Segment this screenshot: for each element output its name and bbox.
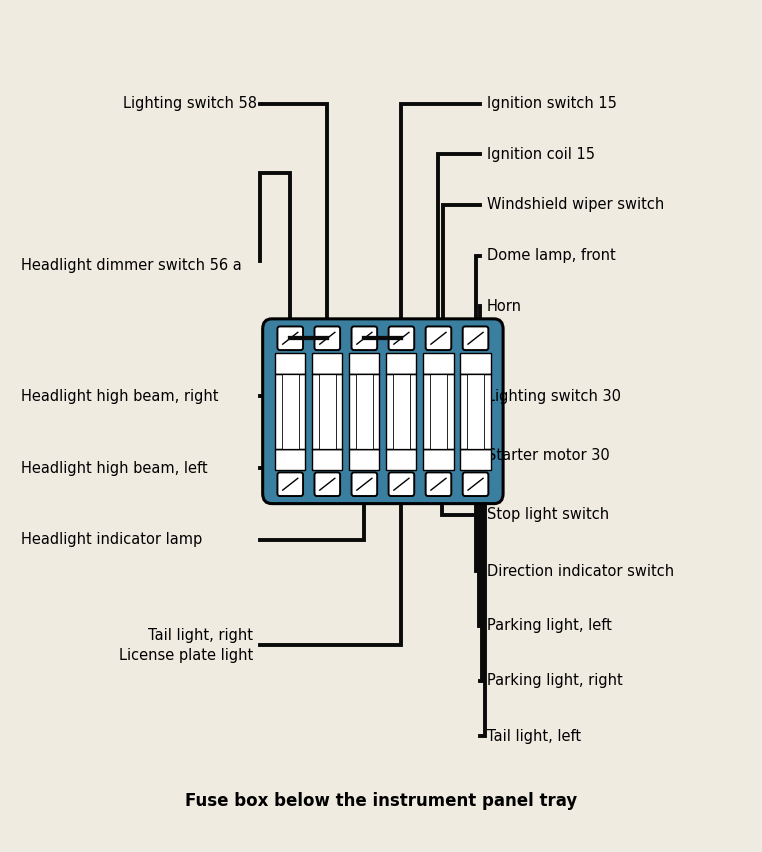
Bar xyxy=(319,374,335,449)
Text: Starter motor 30: Starter motor 30 xyxy=(486,448,610,463)
Text: Direction indicator switch: Direction indicator switch xyxy=(486,564,674,579)
Bar xyxy=(349,374,379,449)
Bar xyxy=(393,374,410,449)
FancyBboxPatch shape xyxy=(315,472,340,496)
Text: License plate light: License plate light xyxy=(119,648,253,663)
FancyBboxPatch shape xyxy=(263,319,503,504)
Text: Tail light, left: Tail light, left xyxy=(486,729,581,744)
Bar xyxy=(312,449,342,469)
FancyBboxPatch shape xyxy=(389,326,415,350)
FancyBboxPatch shape xyxy=(463,472,488,496)
Bar xyxy=(312,374,342,449)
Bar xyxy=(386,374,417,449)
FancyBboxPatch shape xyxy=(277,472,303,496)
Bar xyxy=(460,353,491,374)
Text: Fuse box below the instrument panel tray: Fuse box below the instrument panel tray xyxy=(185,792,577,810)
Bar xyxy=(349,449,379,469)
Bar xyxy=(282,374,299,449)
Bar xyxy=(467,374,484,449)
Text: Lighting switch 58: Lighting switch 58 xyxy=(123,96,257,112)
FancyBboxPatch shape xyxy=(426,326,451,350)
Text: Tail light, right: Tail light, right xyxy=(148,628,253,642)
Bar xyxy=(460,449,491,469)
Bar xyxy=(424,353,453,374)
Bar xyxy=(386,353,417,374)
Bar xyxy=(424,449,453,469)
FancyBboxPatch shape xyxy=(426,472,451,496)
Text: Parking light, left: Parking light, left xyxy=(486,619,611,633)
Bar xyxy=(386,449,417,469)
FancyBboxPatch shape xyxy=(351,472,377,496)
FancyBboxPatch shape xyxy=(351,326,377,350)
Text: Windshield wiper switch: Windshield wiper switch xyxy=(486,198,664,212)
Text: Dome lamp, front: Dome lamp, front xyxy=(486,248,615,263)
Text: Ignition coil 15: Ignition coil 15 xyxy=(486,147,594,162)
Bar xyxy=(349,353,379,374)
Text: Parking light, right: Parking light, right xyxy=(486,673,623,688)
FancyBboxPatch shape xyxy=(315,326,340,350)
Bar xyxy=(312,353,342,374)
Text: Horn: Horn xyxy=(486,299,521,314)
Text: Headlight high beam, right: Headlight high beam, right xyxy=(21,389,218,404)
FancyBboxPatch shape xyxy=(463,326,488,350)
Bar xyxy=(275,449,306,469)
Bar xyxy=(460,374,491,449)
Text: Lighting switch 30: Lighting switch 30 xyxy=(486,389,620,404)
Bar xyxy=(356,374,373,449)
Text: Headlight indicator lamp: Headlight indicator lamp xyxy=(21,532,202,547)
Text: Headlight dimmer switch 56 a: Headlight dimmer switch 56 a xyxy=(21,258,242,273)
FancyBboxPatch shape xyxy=(389,472,415,496)
Bar xyxy=(424,374,453,449)
Text: Stop light switch: Stop light switch xyxy=(486,507,609,522)
Bar xyxy=(275,374,306,449)
Bar xyxy=(275,353,306,374)
FancyBboxPatch shape xyxy=(277,326,303,350)
Bar xyxy=(431,374,447,449)
Text: Ignition switch 15: Ignition switch 15 xyxy=(486,96,616,112)
Text: Headlight high beam, left: Headlight high beam, left xyxy=(21,461,207,475)
